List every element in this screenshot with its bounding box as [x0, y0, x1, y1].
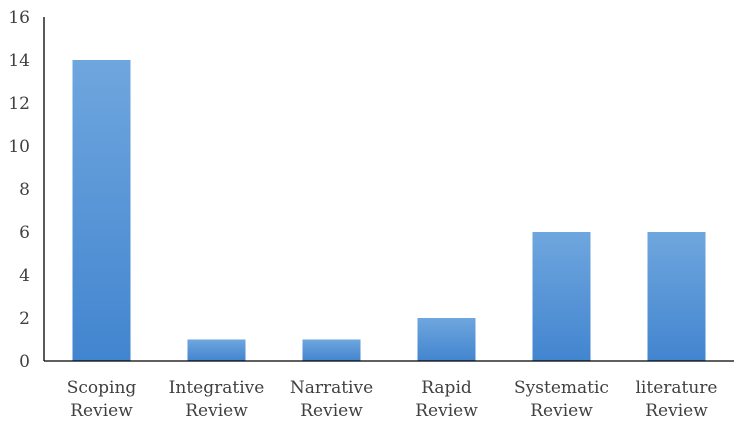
y-tick-label: 0 — [19, 352, 30, 372]
bars — [72, 60, 706, 361]
y-tick-label: 8 — [19, 180, 30, 200]
y-tick-label: 14 — [8, 51, 30, 71]
x-axis-labels: Scoping Review Integrative Review Narrative R… — [67, 378, 718, 421]
x-category-label: Review — [300, 401, 363, 421]
x-category-label: literature — [636, 378, 718, 398]
y-tick-label: 12 — [8, 94, 30, 114]
x-category-label: Systematic — [514, 378, 609, 398]
y-tick-label: 16 — [8, 8, 30, 28]
bar — [532, 232, 591, 361]
bar — [302, 339, 361, 361]
y-tick-label: 4 — [19, 266, 30, 286]
x-category-label: Integrative — [169, 378, 265, 398]
y-tick-label: 6 — [19, 223, 30, 243]
x-category-label: Review — [415, 401, 478, 421]
y-axis-ticks: 0 2 4 6 8 10 12 14 16 — [8, 8, 30, 372]
y-tick-label: 10 — [8, 137, 30, 157]
x-category-label: Narrative — [290, 378, 373, 398]
bar — [647, 232, 706, 361]
x-category-label: Review — [185, 401, 248, 421]
bar — [72, 60, 131, 361]
x-category-label: Review — [645, 401, 708, 421]
bar — [417, 318, 476, 361]
x-category-label: Review — [70, 401, 133, 421]
y-tick-label: 2 — [19, 309, 30, 329]
bar — [187, 339, 246, 361]
x-category-label: Scoping — [67, 378, 137, 398]
x-category-label: Rapid — [421, 378, 472, 398]
x-category-label: Review — [530, 401, 593, 421]
